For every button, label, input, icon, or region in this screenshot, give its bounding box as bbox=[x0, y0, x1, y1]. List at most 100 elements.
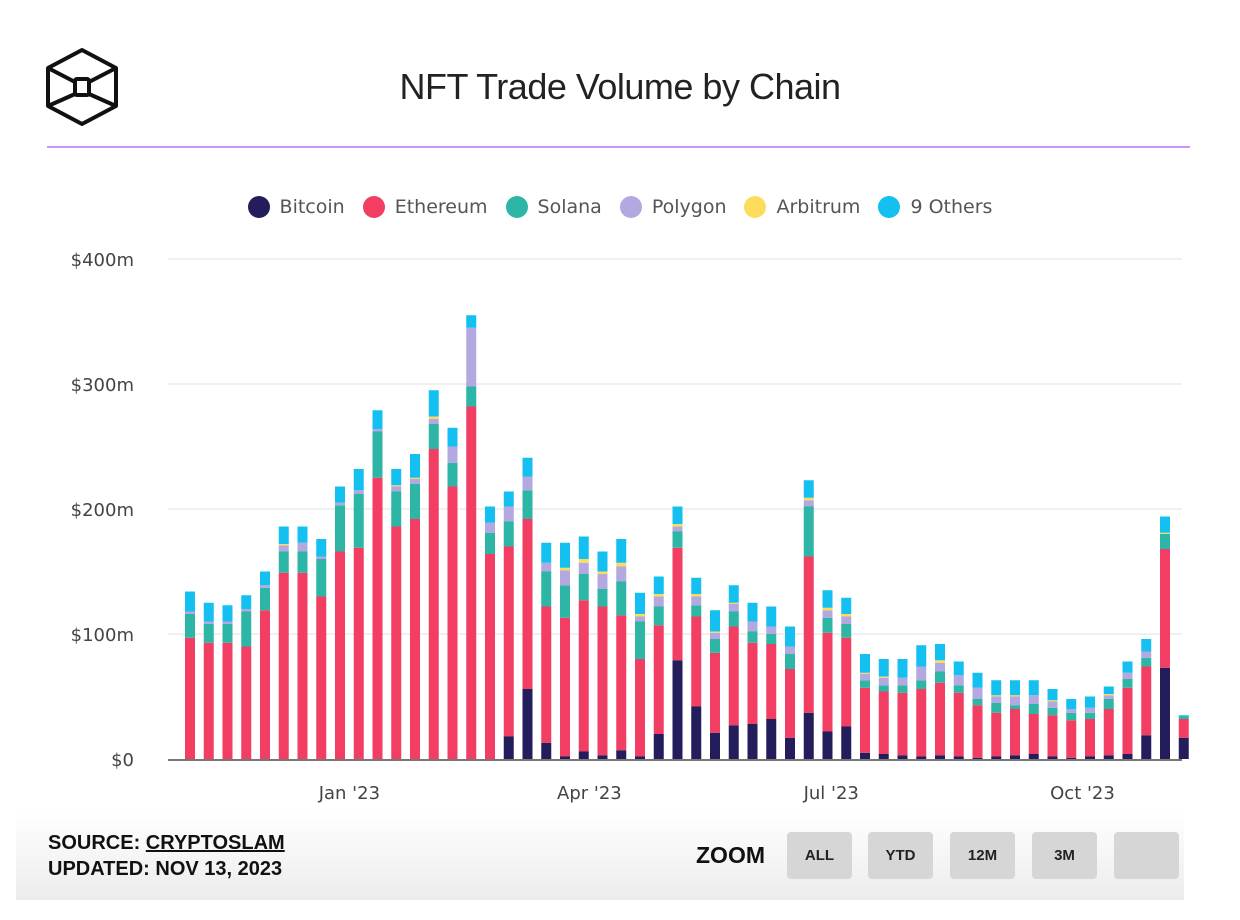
bar-segment-polygon[interactable] bbox=[428, 419, 439, 424]
bar-segment-solana[interactable] bbox=[503, 521, 514, 547]
bar-segment-solana[interactable] bbox=[747, 631, 758, 643]
bar-segment-arbitrum[interactable] bbox=[672, 524, 683, 527]
bar-segment-solana[interactable] bbox=[1047, 707, 1058, 716]
bar-segment-bitcoin[interactable] bbox=[691, 706, 702, 760]
bar-segment-ethereum[interactable] bbox=[316, 596, 327, 760]
bar-segment-polygon[interactable] bbox=[522, 476, 533, 491]
bar-segment-polygon[interactable] bbox=[297, 542, 308, 552]
bar-segment-polygon[interactable] bbox=[672, 526, 683, 532]
bar-segment-bitcoin[interactable] bbox=[1122, 754, 1133, 759]
bar-segment-polygon[interactable] bbox=[335, 502, 345, 506]
bar-segment-arbitrum[interactable] bbox=[935, 660, 945, 663]
bar-segment-bitcoin[interactable] bbox=[1010, 755, 1020, 759]
bar-segment-solana[interactable] bbox=[485, 532, 495, 554]
bar-segment-arbitrum[interactable] bbox=[878, 676, 889, 678]
bar-stack[interactable] bbox=[428, 390, 439, 759]
bar-segment-ethereum[interactable] bbox=[185, 637, 195, 759]
bar-segment-ethereum[interactable] bbox=[766, 644, 777, 719]
bar-segment-ethereum[interactable] bbox=[203, 642, 214, 759]
bar-segment-solana[interactable] bbox=[991, 702, 1002, 713]
bar-segment-polygon[interactable] bbox=[222, 621, 233, 625]
bar-segment-9-others[interactable] bbox=[297, 526, 308, 543]
bar-segment-ethereum[interactable] bbox=[803, 556, 814, 713]
bar-segment-solana[interactable] bbox=[410, 484, 420, 519]
bar-segment-9-others[interactable] bbox=[841, 597, 852, 614]
bar-segment-polygon[interactable] bbox=[1010, 696, 1020, 706]
bar-segment-9-others[interactable] bbox=[241, 595, 252, 609]
bar-segment-polygon[interactable] bbox=[485, 522, 495, 533]
bar-segment-solana[interactable] bbox=[522, 490, 533, 519]
bar-segment-9-others[interactable] bbox=[597, 551, 608, 572]
bar-segment-9-others[interactable] bbox=[428, 390, 439, 417]
bar-segment-9-others[interactable] bbox=[316, 539, 327, 557]
bar-segment-9-others[interactable] bbox=[522, 457, 533, 477]
legend-item-ethereum[interactable]: Ethereum bbox=[362, 196, 488, 218]
bar-stack[interactable] bbox=[185, 591, 195, 760]
bar-segment-ethereum[interactable] bbox=[1141, 666, 1152, 736]
bar-segment-arbitrum[interactable] bbox=[653, 594, 664, 597]
bar-segment-polygon[interactable] bbox=[635, 616, 645, 622]
bar-segment-solana[interactable] bbox=[841, 624, 852, 638]
bar-segment-9-others[interactable] bbox=[1047, 689, 1058, 701]
bar-segment-bitcoin[interactable] bbox=[710, 732, 720, 759]
bar-segment-solana[interactable] bbox=[316, 559, 327, 597]
bar-segment-9-others[interactable] bbox=[578, 536, 589, 560]
bar-segment-solana[interactable] bbox=[953, 685, 964, 693]
bar-segment-ethereum[interactable] bbox=[541, 606, 552, 743]
bar-segment-ethereum[interactable] bbox=[597, 606, 608, 756]
bar-stack[interactable] bbox=[991, 680, 1002, 759]
bar-segment-solana[interactable] bbox=[1028, 704, 1039, 714]
bar-segment-9-others[interactable] bbox=[878, 659, 889, 677]
bar-segment-9-others[interactable] bbox=[1066, 699, 1077, 709]
bar-segment-arbitrum[interactable] bbox=[822, 607, 833, 611]
bar-segment-arbitrum[interactable] bbox=[1010, 695, 1020, 697]
bar-segment-9-others[interactable] bbox=[185, 591, 195, 612]
bar-stack[interactable] bbox=[1010, 680, 1020, 759]
bar-segment-polygon[interactable] bbox=[935, 662, 945, 672]
bar-segment-solana[interactable] bbox=[278, 551, 289, 573]
bar-segment-polygon[interactable] bbox=[278, 545, 289, 552]
bar-segment-9-others[interactable] bbox=[1028, 680, 1039, 696]
bar-segment-arbitrum[interactable] bbox=[691, 594, 702, 597]
bar-segment-polygon[interactable] bbox=[391, 486, 402, 492]
bar-segment-solana[interactable] bbox=[710, 639, 720, 653]
bar-segment-solana[interactable] bbox=[203, 624, 214, 643]
bar-stack[interactable] bbox=[935, 644, 945, 759]
bar-stack[interactable] bbox=[972, 672, 983, 759]
bar-segment-solana[interactable] bbox=[935, 671, 945, 683]
bar-segment-bitcoin[interactable] bbox=[953, 756, 964, 760]
bar-segment-bitcoin[interactable] bbox=[597, 755, 608, 759]
bar-segment-bitcoin[interactable] bbox=[860, 752, 870, 759]
bar-stack[interactable] bbox=[878, 659, 889, 759]
bar-segment-solana[interactable] bbox=[260, 587, 270, 611]
bar-segment-polygon[interactable] bbox=[410, 479, 420, 484]
zoom-3m-button[interactable]: 3M bbox=[1032, 832, 1097, 879]
bar-segment-solana[interactable] bbox=[241, 611, 252, 647]
bar-segment-solana[interactable] bbox=[1122, 679, 1133, 688]
bar-stack[interactable] bbox=[241, 595, 252, 759]
bar-stack[interactable] bbox=[278, 526, 289, 760]
bar-stack[interactable] bbox=[1160, 516, 1170, 760]
bar-stack[interactable] bbox=[653, 576, 664, 760]
bar-segment-ethereum[interactable] bbox=[860, 687, 870, 753]
bar-segment-bitcoin[interactable] bbox=[822, 731, 833, 760]
zoom-ytd-button[interactable]: YTD bbox=[868, 832, 933, 879]
bar-segment-solana[interactable] bbox=[1066, 712, 1077, 721]
bar-segment-9-others[interactable] bbox=[728, 585, 739, 603]
bar-segment-ethereum[interactable] bbox=[635, 659, 645, 757]
bar-stack[interactable] bbox=[916, 645, 927, 759]
bar-segment-solana[interactable] bbox=[785, 654, 795, 669]
bar-segment-9-others[interactable] bbox=[335, 486, 345, 503]
bar-segment-arbitrum[interactable] bbox=[1160, 532, 1170, 534]
bar-stack[interactable] bbox=[541, 542, 552, 759]
bar-segment-solana[interactable] bbox=[972, 699, 983, 706]
bar-segment-9-others[interactable] bbox=[353, 469, 364, 491]
bar-segment-polygon[interactable] bbox=[860, 674, 870, 681]
bar-stack[interactable] bbox=[597, 551, 608, 760]
bar-stack[interactable] bbox=[391, 469, 402, 759]
bar-segment-polygon[interactable] bbox=[260, 585, 270, 588]
bar-segment-solana[interactable] bbox=[672, 531, 683, 548]
bar-segment-ethereum[interactable] bbox=[1085, 719, 1095, 757]
bar-segment-polygon[interactable] bbox=[241, 609, 252, 612]
bar-segment-solana[interactable] bbox=[728, 611, 739, 627]
